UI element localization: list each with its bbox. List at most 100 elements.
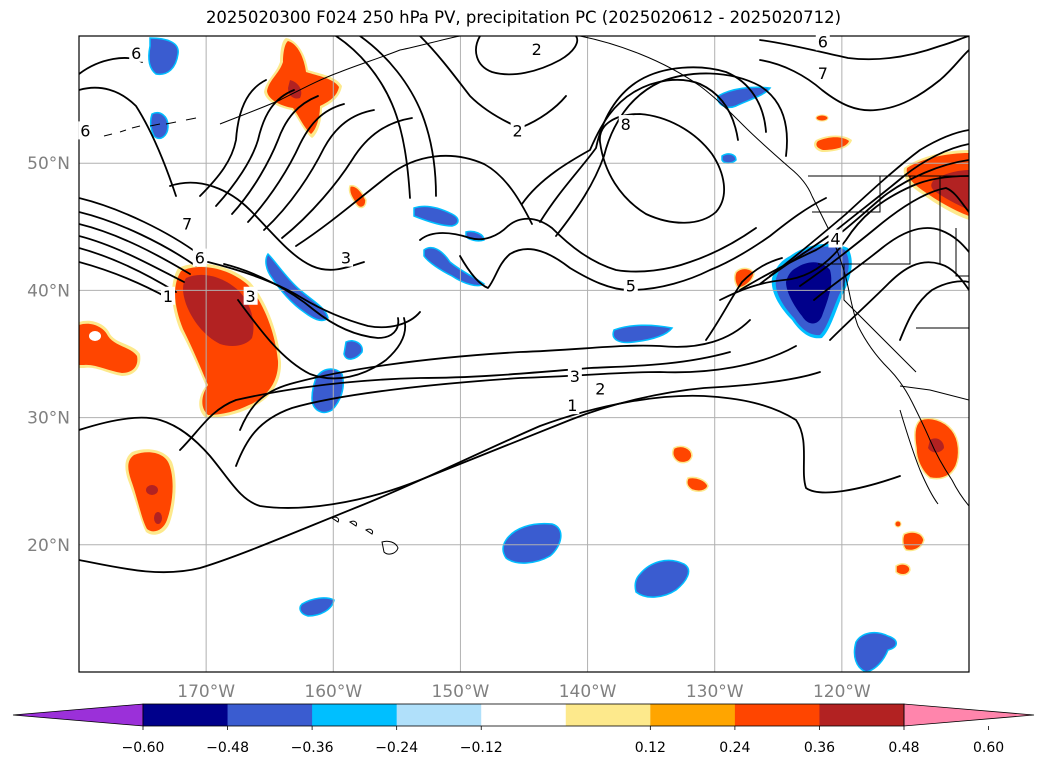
- colorbar-tick-label: 0.24: [719, 740, 750, 756]
- pv-contour-label-bg: [243, 286, 258, 305]
- pv-contour-line: [237, 299, 407, 380]
- pv-contour-label: 2: [595, 380, 605, 399]
- colorbar: −0.60 −0.48 −0.36 −0.24 −0.12 0.12 0.24 0.36 0.4…: [12, 703, 1035, 756]
- pv-contour-label: 2: [513, 121, 523, 140]
- pv-contour-line: [799, 187, 969, 287]
- pv-contour-line: [169, 181, 365, 271]
- state-border-nevada-utah: [955, 228, 969, 277]
- pv-contour-label-bg: [815, 64, 830, 83]
- pv-contour-label: 7: [818, 64, 828, 83]
- pv-contour-line: [263, 109, 375, 231]
- colorbar-tick-label: 0.48: [888, 740, 919, 756]
- map-frame: [78, 35, 970, 673]
- precip-positive-area-southwest: [125, 449, 176, 535]
- pv-contour-label: 8: [621, 115, 631, 134]
- colorbar-bin: [312, 704, 398, 726]
- pv-contour-label-bg: [78, 121, 93, 140]
- colorbar-bin: [650, 704, 736, 726]
- pv-contour-line: [79, 223, 191, 275]
- colorbar-tick-label: 0.60: [973, 740, 1004, 756]
- pv-contour-label-bg: [180, 214, 195, 233]
- pv-contour-label: 2: [532, 40, 542, 59]
- pv-contour-label: 5: [626, 277, 636, 296]
- pv-contour-label: 6: [818, 32, 828, 51]
- pv-contour-label: 3: [570, 367, 580, 386]
- pv-contour-label-bg: [529, 39, 544, 58]
- pv-contour-line: [79, 235, 185, 283]
- longitude-tick-label: 170°W: [177, 682, 235, 702]
- pv-contour-label-bg: [623, 276, 638, 295]
- colorbar-tick-label: −0.60: [122, 740, 165, 756]
- colorbar-extend-high: [903, 703, 1035, 727]
- colorbar-bin: [734, 704, 820, 726]
- pv-contour-line: [419, 36, 567, 129]
- colorbar-tick-label: −0.48: [206, 740, 249, 756]
- pv-contour-line: [231, 95, 319, 215]
- precip-positive-area-west: [79, 320, 141, 376]
- latitude-tick-label: 50°N: [27, 154, 70, 174]
- pv-contour-line: [359, 36, 437, 197]
- pv-contour-line: [719, 175, 969, 301]
- pv-contour-label: 3: [246, 287, 256, 306]
- precip-positive-small-areas: [348, 114, 960, 576]
- pv-contour-label-bg: [815, 32, 830, 51]
- colorbar-tick-label: −0.36: [291, 740, 334, 756]
- pv-contour-line: [539, 66, 767, 223]
- longitude-tick-label: 150°W: [432, 682, 490, 702]
- pv-contour-line: [79, 394, 901, 574]
- pv-contour-line: [207, 261, 421, 329]
- pv-contour-line: [475, 36, 579, 76]
- pv-contour-label: 7: [182, 214, 192, 233]
- baja-coastline: [899, 409, 939, 505]
- pv-contour-line: [769, 129, 969, 277]
- pv-contour-line: [235, 345, 797, 467]
- pv-contour-label-bg: [192, 248, 207, 267]
- figure-title: 2025020300 F024 250 hPa PV, precipitatio…: [205, 8, 842, 27]
- colorbar-bin: [396, 704, 482, 726]
- state-border-or-ca: [818, 176, 911, 265]
- colorbar-tick-label: −0.24: [375, 740, 418, 756]
- colorbar-bin: [819, 704, 905, 726]
- latitude-tick-label: 40°N: [27, 281, 70, 301]
- colorbar-tick-label: 0.36: [804, 740, 835, 756]
- pv-contour-label-bg: [565, 396, 580, 415]
- pv-contour-line: [419, 217, 757, 273]
- pv-contour-label-bg: [161, 286, 175, 305]
- pv-contour-line: [759, 36, 969, 61]
- pv-contour-label-bg: [828, 229, 843, 248]
- pv-contour-line: [79, 371, 821, 509]
- pv-contour-line: [79, 86, 177, 197]
- aleutian-islands: [103, 117, 197, 137]
- pv-contour-label-bg: [339, 248, 353, 267]
- pv-contour-line: [555, 72, 788, 237]
- pv-contour-line: [79, 197, 205, 259]
- pv-contour-line: [521, 78, 739, 205]
- pv-contour-label: 1: [163, 287, 173, 306]
- pv-contour-line: [599, 113, 725, 224]
- pv-contour-line: [79, 211, 197, 267]
- pv-contour-line: [223, 263, 400, 339]
- pv-contour-line: [899, 280, 969, 341]
- colorbar-bin: [565, 704, 651, 726]
- pv-contour-label-bg: [567, 366, 582, 385]
- pv-contour-label: 6: [80, 121, 90, 140]
- pv-contour-line: [459, 197, 827, 291]
- pv-contour-line: [179, 351, 731, 451]
- pv-contour-label-bg: [593, 379, 608, 398]
- pv-contours: [79, 36, 969, 574]
- alaska-southeast-coastline: [579, 36, 813, 197]
- hawaii-island-big: [381, 540, 399, 555]
- colorbar-bin: [143, 704, 229, 726]
- alaska-coastline: [219, 36, 461, 125]
- pv-contour-label-bg: [510, 121, 525, 140]
- latitude-labels: 50°N 40°N 30°N 20°N: [27, 154, 70, 556]
- pv-contour-label-bg: [618, 115, 633, 134]
- longitude-tick-label: 120°W: [813, 682, 871, 702]
- colorbar-extend-low: [12, 703, 144, 727]
- pv-contour-line: [759, 49, 969, 112]
- colorbar-tick-label: −0.12: [460, 740, 503, 756]
- latitude-tick-label: 20°N: [27, 536, 70, 556]
- pv-contour-line: [281, 117, 413, 239]
- hawaii-island-oahu: [349, 520, 357, 527]
